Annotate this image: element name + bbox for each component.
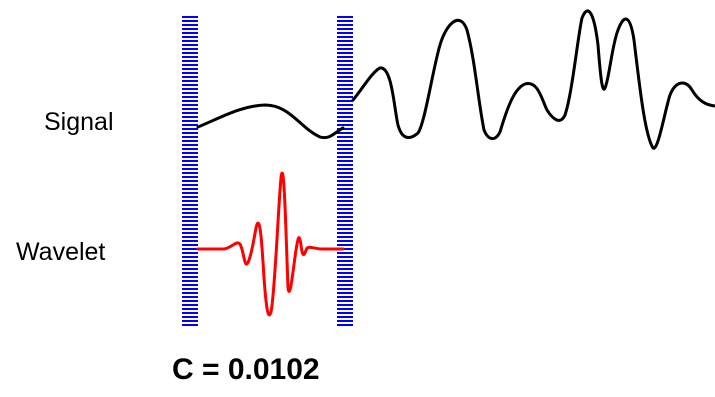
signal-windowed-segment	[196, 103, 345, 140]
wavelet-curve	[196, 171, 345, 317]
signal-curve	[351, 9, 715, 150]
window-left-marker	[182, 16, 198, 328]
window-right-marker	[337, 16, 353, 328]
coefficient-readout: C = 0.0102	[172, 353, 320, 386]
signal-label: Signal	[44, 108, 114, 136]
wavelet-label: Wavelet	[16, 238, 106, 266]
